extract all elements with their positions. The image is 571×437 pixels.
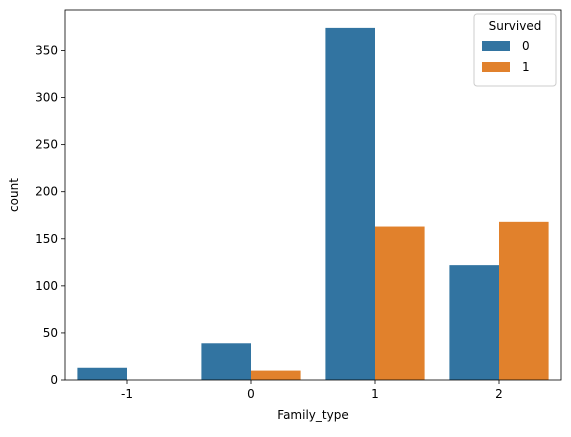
bars-group xyxy=(77,27,549,380)
x-tick-label: 0 xyxy=(247,387,255,401)
legend-label-1: 1 xyxy=(522,60,530,74)
x-tick-label: 1 xyxy=(371,387,379,401)
bar-series-0-cat--1 xyxy=(77,367,127,380)
x-tick-label: 2 xyxy=(495,387,503,401)
legend: 01 xyxy=(473,13,557,87)
y-tick-label: 100 xyxy=(35,279,58,293)
bar-series-0-cat-2 xyxy=(449,265,499,380)
y-tick-label: 150 xyxy=(35,232,58,246)
bar-series-0-cat-1 xyxy=(325,27,375,380)
plot-frame xyxy=(64,9,562,381)
y-axis-label: count xyxy=(7,178,21,212)
y-tick-label: 0 xyxy=(50,373,58,387)
legend-swatch-0 xyxy=(482,41,510,51)
legend-swatch-1 xyxy=(482,62,510,72)
y-tick-label: 350 xyxy=(35,43,58,57)
y-tick-label: 50 xyxy=(43,326,58,340)
legend-label-0: 0 xyxy=(522,39,530,53)
bar-series-1-cat-2 xyxy=(499,221,549,380)
y-tick-label: 300 xyxy=(35,91,58,105)
bar-series-1-cat-1 xyxy=(375,226,425,380)
y-tick-label: 250 xyxy=(35,138,58,152)
x-tick-label: -1 xyxy=(121,387,133,401)
legend-title: Survived xyxy=(489,19,542,33)
bar-series-1-cat-0 xyxy=(251,370,301,380)
bar-series-0-cat-0 xyxy=(201,343,251,380)
x-axis-label: Family_type xyxy=(277,408,348,422)
y-tick-label: 200 xyxy=(35,185,58,199)
